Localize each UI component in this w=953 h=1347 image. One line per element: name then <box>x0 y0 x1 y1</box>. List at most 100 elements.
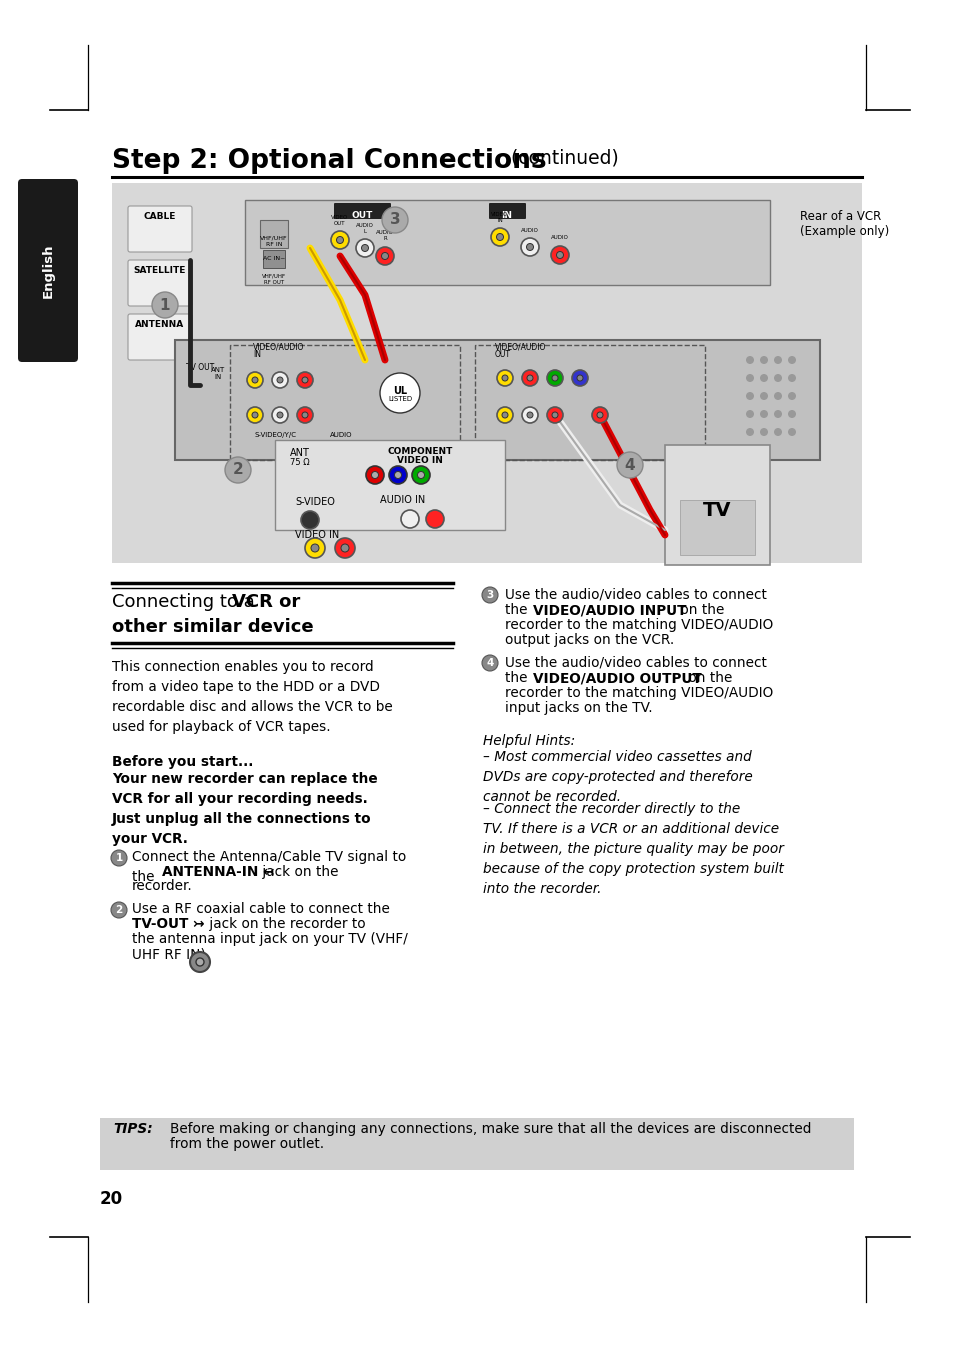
Circle shape <box>481 587 497 603</box>
Text: ANTENNA-IN ↢: ANTENNA-IN ↢ <box>162 865 274 880</box>
Circle shape <box>195 958 204 966</box>
Circle shape <box>366 466 384 484</box>
Circle shape <box>400 511 418 528</box>
Circle shape <box>311 544 318 552</box>
Text: VIDEO/AUDIO: VIDEO/AUDIO <box>495 342 546 352</box>
Text: recorder to the matching VIDEO/AUDIO: recorder to the matching VIDEO/AUDIO <box>504 618 773 632</box>
Text: IN: IN <box>501 211 512 220</box>
Text: AUDIO: AUDIO <box>520 228 538 233</box>
Bar <box>274 440 504 529</box>
Circle shape <box>381 207 408 233</box>
FancyBboxPatch shape <box>128 206 192 252</box>
Circle shape <box>526 374 533 381</box>
Text: VHF/UHF
RF OUT: VHF/UHF RF OUT <box>262 273 286 284</box>
Circle shape <box>111 850 127 866</box>
Text: Your new recorder can replace the
VCR for all your recording needs.
Just unplug : Your new recorder can replace the VCR fo… <box>112 772 377 846</box>
Circle shape <box>556 252 563 259</box>
Text: AUDIO: AUDIO <box>551 234 568 240</box>
Text: (continued): (continued) <box>504 148 618 167</box>
Text: VHF/UHF
RF IN: VHF/UHF RF IN <box>260 236 288 247</box>
Text: 1: 1 <box>115 853 123 863</box>
Circle shape <box>501 412 507 418</box>
Circle shape <box>335 537 355 558</box>
Circle shape <box>787 374 795 383</box>
Circle shape <box>773 392 781 400</box>
Text: – Connect the recorder directly to the
TV. If there is a VCR or an additional de: – Connect the recorder directly to the T… <box>482 801 783 896</box>
Text: 4: 4 <box>624 458 635 473</box>
Circle shape <box>546 370 562 387</box>
Text: 20: 20 <box>100 1189 123 1208</box>
Text: AUDIO: AUDIO <box>330 432 352 438</box>
Circle shape <box>745 374 753 383</box>
Text: recorder.: recorder. <box>132 880 193 893</box>
Circle shape <box>773 356 781 364</box>
Text: OUT: OUT <box>495 350 511 360</box>
Text: CABLE: CABLE <box>144 211 176 221</box>
FancyBboxPatch shape <box>334 203 391 220</box>
Circle shape <box>190 952 210 973</box>
Circle shape <box>745 356 753 364</box>
Text: VIDEO
OUT: VIDEO OUT <box>331 216 348 226</box>
Text: VIDEO/AUDIO OUTPUT: VIDEO/AUDIO OUTPUT <box>533 671 701 686</box>
Circle shape <box>152 292 178 318</box>
Text: S-VIDEO/Y/C: S-VIDEO/Y/C <box>254 432 296 438</box>
Text: UL: UL <box>393 387 407 396</box>
Text: IN: IN <box>253 350 261 360</box>
Text: S-VIDEO: S-VIDEO <box>294 497 335 506</box>
Text: AUDIO
L: AUDIO L <box>355 224 374 234</box>
Circle shape <box>787 392 795 400</box>
Circle shape <box>497 407 513 423</box>
Bar <box>679 500 754 555</box>
Text: VIDEO/AUDIO INPUT: VIDEO/AUDIO INPUT <box>533 603 686 617</box>
Circle shape <box>787 409 795 418</box>
Text: TV-OUT ↣: TV-OUT ↣ <box>132 917 204 931</box>
Text: OUT: OUT <box>351 211 373 220</box>
Circle shape <box>597 412 602 418</box>
Text: TV: TV <box>702 501 731 520</box>
Text: 3: 3 <box>486 590 493 599</box>
Circle shape <box>305 537 325 558</box>
Text: ANT
IN: ANT IN <box>211 366 225 380</box>
Text: Connecting to a: Connecting to a <box>112 593 260 612</box>
Text: This connection enables you to record
from a video tape to the HDD or a DVD
reco: This connection enables you to record fr… <box>112 660 393 734</box>
Text: the: the <box>504 603 532 617</box>
Text: from the power outlet.: from the power outlet. <box>170 1137 324 1150</box>
Text: recorder to the matching VIDEO/AUDIO: recorder to the matching VIDEO/AUDIO <box>504 686 773 700</box>
Circle shape <box>302 412 308 418</box>
Circle shape <box>252 412 257 418</box>
Circle shape <box>577 374 582 381</box>
Circle shape <box>592 407 607 423</box>
FancyBboxPatch shape <box>128 260 192 306</box>
Circle shape <box>491 228 509 247</box>
Circle shape <box>276 377 283 383</box>
Circle shape <box>787 428 795 436</box>
Text: Connect the Antenna/Cable TV signal to
the: Connect the Antenna/Cable TV signal to t… <box>132 850 406 884</box>
Circle shape <box>296 407 313 423</box>
Circle shape <box>551 247 568 264</box>
Text: VIDEO IN: VIDEO IN <box>396 457 442 465</box>
Circle shape <box>296 372 313 388</box>
Circle shape <box>371 471 378 478</box>
Circle shape <box>331 230 349 249</box>
Circle shape <box>395 471 401 478</box>
Circle shape <box>787 356 795 364</box>
Circle shape <box>521 370 537 387</box>
Circle shape <box>247 372 263 388</box>
Text: TV OUT: TV OUT <box>186 362 213 372</box>
Text: COMPONENT: COMPONENT <box>387 447 453 457</box>
FancyBboxPatch shape <box>489 203 525 220</box>
Circle shape <box>496 233 503 241</box>
Circle shape <box>552 374 558 381</box>
Text: AUDIO
R: AUDIO R <box>375 230 394 241</box>
Text: VIDEO/AUDIO: VIDEO/AUDIO <box>253 342 304 352</box>
Circle shape <box>526 244 533 251</box>
Circle shape <box>760 374 767 383</box>
Text: VIDEO IN: VIDEO IN <box>294 529 339 540</box>
Bar <box>260 220 288 248</box>
Circle shape <box>302 377 308 383</box>
Circle shape <box>375 247 394 265</box>
Circle shape <box>389 466 407 484</box>
Circle shape <box>111 902 127 919</box>
Circle shape <box>272 372 288 388</box>
Bar <box>245 199 769 286</box>
